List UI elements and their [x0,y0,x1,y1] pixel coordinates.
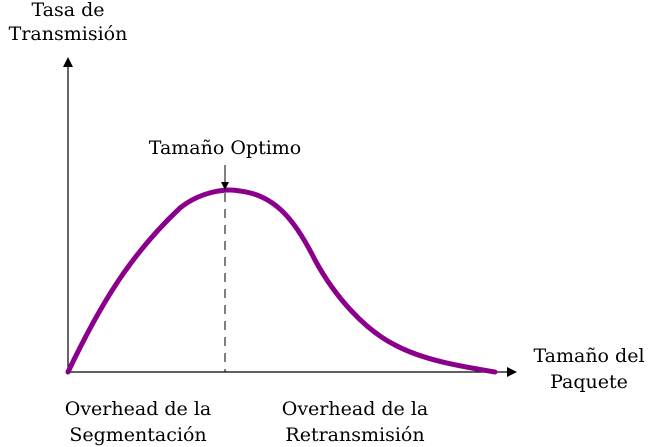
segmentation-overhead-label-line2: Segmentación [69,424,206,446]
y-axis-label-line1: Tasa de [31,0,104,21]
optimum-size-label: Tamaño Optimo [149,137,302,159]
y-axis-label-line2: Transmisión [9,23,128,45]
x-axis-label-line2: Paquete [550,371,628,393]
retransmission-overhead-label-line2: Retransmisión [285,424,424,446]
x-axis-label-line1: Tamaño del [533,345,644,367]
retransmission-overhead-label-line1: Overhead de la [282,398,429,420]
throughput-curve [65,187,498,375]
segmentation-overhead-label-line1: Overhead de la [65,398,212,420]
